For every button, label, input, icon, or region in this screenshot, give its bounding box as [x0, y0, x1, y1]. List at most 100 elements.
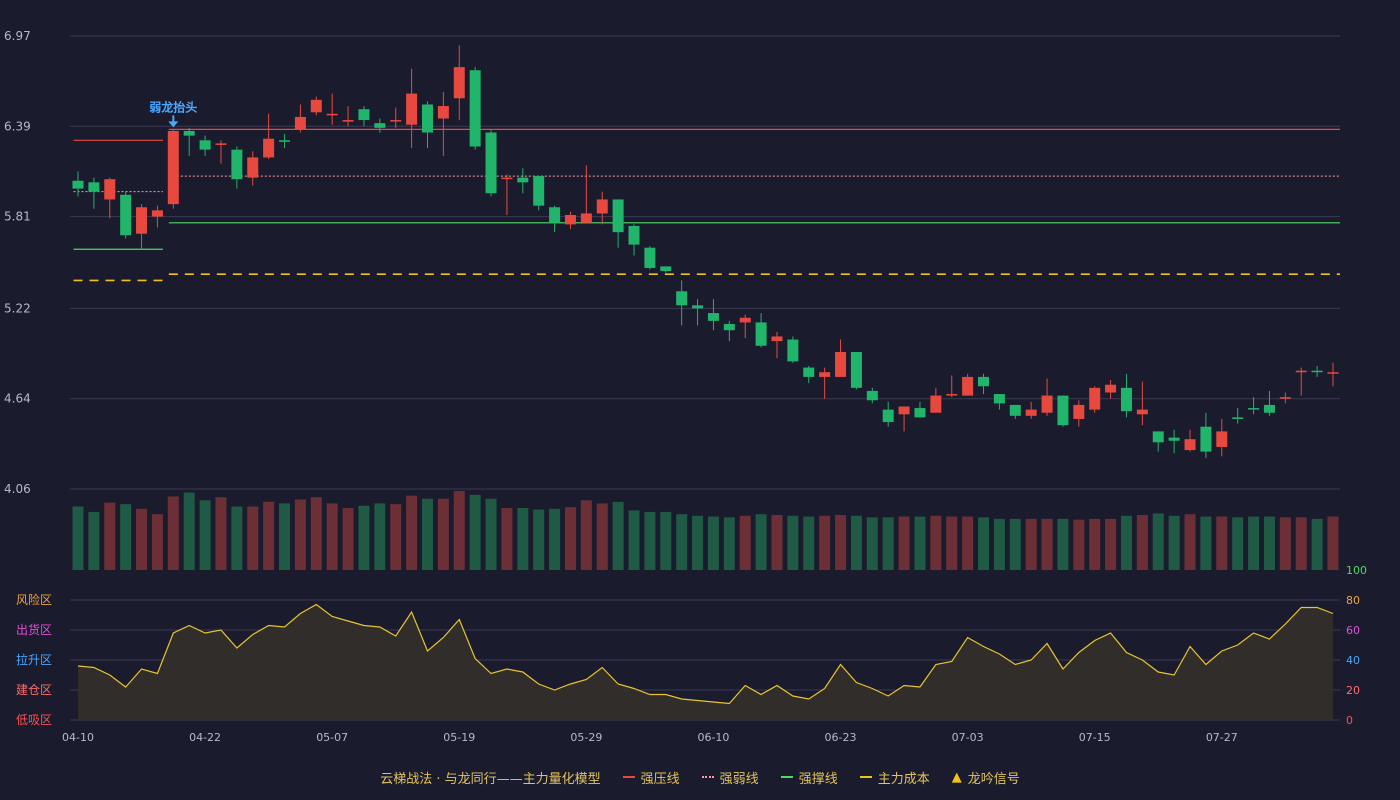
indicator-line: [77, 603, 1334, 705]
triangle-icon: ▲: [951, 769, 962, 785]
candle-body: [835, 352, 847, 377]
price-tick-label: 4.64: [4, 392, 31, 406]
legend-swatch-cost: [859, 776, 872, 778]
candle-body: [596, 199, 608, 214]
x-tick-label: 05-29: [570, 731, 602, 744]
candle-body: [88, 182, 100, 192]
volume-bar: [1327, 516, 1339, 570]
signal-arrow-icon: [168, 121, 179, 128]
volume-bar: [167, 496, 179, 570]
candle-body: [1216, 431, 1228, 447]
volume-bar: [1009, 518, 1021, 570]
volume-bar: [978, 517, 990, 570]
candle-body: [326, 113, 338, 116]
legend-label-resistance: 强压线: [640, 771, 680, 787]
volume-bar: [421, 498, 433, 570]
candle-body: [501, 177, 513, 180]
volume-bar: [866, 517, 878, 570]
candle-body: [342, 120, 354, 122]
candle-body: [930, 395, 942, 413]
volume-bar: [660, 511, 672, 570]
legend-label-cost: 主力成本: [877, 771, 930, 787]
candle-body: [644, 247, 656, 268]
volume-bar: [199, 500, 211, 570]
volume-bar: [1073, 519, 1085, 570]
candle-body: [247, 157, 259, 178]
volume-bar: [755, 514, 767, 570]
volume-bar: [819, 515, 831, 570]
candle-body: [263, 138, 275, 158]
legend-item-support[interactable]: 强撑线: [780, 768, 838, 787]
indicator-area: [78, 604, 1333, 720]
grid-lines: [70, 35, 1340, 721]
candle-body: [72, 180, 84, 189]
volume-bar: [1295, 517, 1307, 570]
x-tick-label: 05-19: [443, 731, 475, 744]
price-tick-label: 5.22: [4, 301, 31, 315]
volume-bar: [1216, 516, 1228, 570]
legend-item-cost[interactable]: 主力成本: [859, 768, 930, 787]
candle-body: [1311, 370, 1323, 373]
volume-bar: [247, 506, 259, 570]
candle-body: [199, 140, 211, 150]
legend-item-signal[interactable]: ▲ 龙吟信号: [952, 768, 1020, 787]
candle-body: [978, 376, 990, 387]
candle-body: [962, 376, 974, 396]
candle-body: [1248, 408, 1260, 410]
legend-label-signal: 龙吟信号: [967, 771, 1020, 787]
candle-body: [564, 215, 576, 225]
volume-bar: [993, 518, 1005, 570]
candle-body: [660, 266, 672, 272]
x-tick-label: 04-22: [189, 731, 221, 744]
volume-bar: [1248, 516, 1260, 570]
volume-bar: [803, 516, 815, 570]
volume-bar: [1168, 515, 1180, 570]
volume-bar: [787, 515, 799, 570]
candle-body: [723, 323, 735, 331]
candle-body: [1025, 409, 1037, 416]
x-tick-label: 07-15: [1079, 731, 1111, 744]
candle-body: [1152, 431, 1164, 443]
candle-body: [1073, 404, 1085, 419]
volume-bar: [469, 494, 481, 570]
volume-bar: [104, 502, 116, 570]
volume-bar: [294, 499, 306, 570]
indicator-tick-label: 80: [1346, 594, 1360, 607]
candle-body: [549, 207, 561, 223]
legend-label-support: 强撑线: [798, 771, 838, 787]
price-tick-label: 6.97: [4, 29, 31, 43]
legend-item-weak[interactable]: 强弱线: [701, 768, 759, 787]
volume-bar: [406, 495, 418, 570]
candle-body: [310, 99, 322, 113]
volume-bar: [946, 516, 958, 570]
candlestick-chart[interactable]: 弱龙抬头 6.97 6.39 5.81 5.22 4.64 4.06 100 80 60 40 20…: [0, 0, 1400, 760]
volume-bar: [723, 517, 735, 570]
candle-body: [676, 291, 688, 306]
volume-bar: [88, 511, 100, 570]
x-tick-label: 04-10: [62, 731, 94, 744]
candle-body: [1120, 387, 1132, 412]
indicator-zone-label: 出货区: [16, 622, 52, 637]
volume-bar: [676, 514, 688, 570]
candle-body: [755, 322, 767, 346]
volume-bar: [1041, 518, 1053, 570]
volume-bar: [1120, 515, 1132, 570]
candle-body: [612, 199, 624, 233]
candle-body: [692, 305, 704, 309]
legend-title: 云梯战法 · 与龙同行——主力量化模型: [380, 771, 601, 787]
candle-body: [803, 367, 815, 377]
volume-bar: [549, 508, 561, 570]
candle-body: [374, 123, 386, 128]
legend-item-resistance[interactable]: 强压线: [622, 768, 680, 787]
x-tick-label: 07-27: [1206, 731, 1238, 744]
volume-bar: [136, 508, 148, 570]
candle-body: [707, 313, 719, 321]
volume-bar: [1136, 515, 1148, 570]
volume-bar: [914, 516, 926, 570]
volume-bar: [358, 505, 370, 570]
candle-body: [453, 67, 465, 99]
candle-body: [628, 225, 640, 245]
candle-body: [104, 179, 116, 200]
volume-bar: [151, 514, 163, 570]
